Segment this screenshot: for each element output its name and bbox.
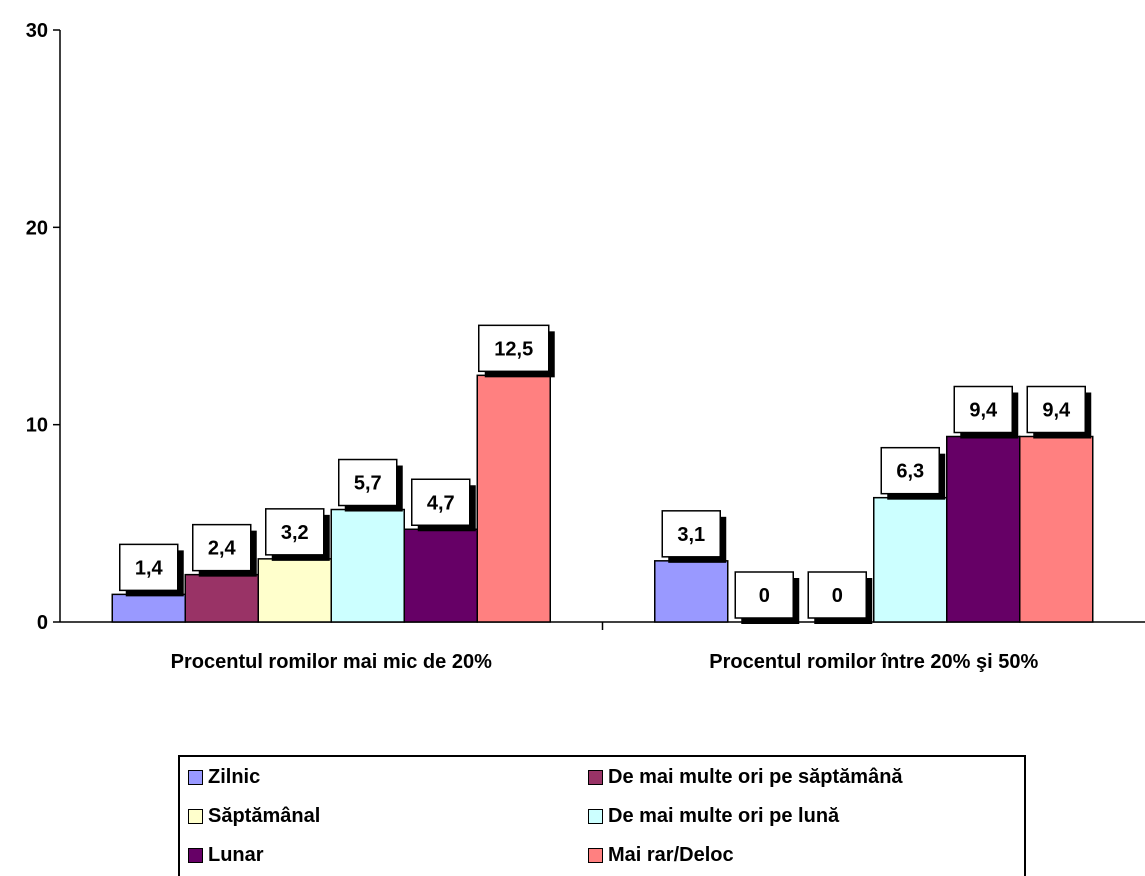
- data-label: 4,7: [411, 478, 476, 532]
- data-label-box: [192, 523, 252, 572]
- legend-swatch: [588, 847, 603, 863]
- data-label: 6,3: [880, 446, 946, 500]
- legend-item: De mai multe ori pe săptămână: [588, 765, 903, 789]
- bar: [330, 508, 405, 623]
- y-tick-label: 0: [37, 612, 48, 634]
- data-label-box: [734, 571, 794, 619]
- data-label-text: 4,7: [427, 492, 455, 514]
- legend-item: Mai rar/Deloc: [588, 843, 734, 867]
- bar: [873, 496, 948, 623]
- bar: [476, 374, 551, 623]
- data-label-box: [478, 324, 550, 373]
- data-label-box: [807, 571, 867, 619]
- data-label-text: 5,7: [354, 473, 382, 495]
- data-label: 9,4: [1026, 385, 1092, 439]
- data-label: 5,7: [338, 458, 403, 512]
- bar: [1019, 435, 1094, 623]
- bar: [946, 435, 1021, 623]
- legend-swatch: [588, 808, 603, 824]
- data-label: 12,5: [478, 324, 555, 378]
- bar: [257, 558, 332, 623]
- data-label-box: [265, 508, 325, 556]
- data-label: 2,4: [192, 523, 257, 577]
- category-labels: Procentul romilor mai mic de 20% Procentu…: [171, 651, 1039, 673]
- bar: [654, 560, 729, 623]
- data-label-box: [411, 478, 471, 527]
- data-label-text: 3,2: [281, 522, 309, 544]
- data-label-text: 0: [759, 585, 770, 607]
- data-label-text: 3,1: [677, 524, 705, 546]
- data-label: 3,2: [265, 508, 330, 561]
- data-label-text: 2,4: [208, 538, 237, 560]
- data-label: 1,4: [119, 543, 184, 597]
- data-label-box: [338, 458, 398, 507]
- data-label-box: [119, 543, 179, 592]
- data-label-box: [661, 510, 721, 558]
- bars: [111, 374, 1094, 623]
- legend-label: Lunar: [208, 843, 264, 866]
- data-label-text: 6,3: [896, 461, 924, 483]
- legend-swatch: [188, 847, 203, 863]
- data-label: 9,4: [953, 385, 1019, 439]
- data-label-box: [1026, 385, 1086, 434]
- legend-label: Zilnic: [208, 765, 261, 788]
- data-label-text: 1,4: [135, 557, 164, 579]
- data-label-text: 0: [832, 585, 843, 607]
- bar-chart: 0 10 20 30 1,4 2,4 3,2 5,7 4,7 12,5 3,1 0 0 6,3 9,4 9,…: [26, 20, 1145, 673]
- legend-swatch: [588, 769, 603, 785]
- data-label: 0: [807, 571, 873, 624]
- data-label-box: [880, 446, 940, 495]
- y-tick-label: 10: [26, 415, 48, 437]
- category-label: Procentul romilor între 20% şi 50%: [709, 651, 1038, 673]
- legend-item: Zilnic: [188, 765, 260, 789]
- legend-item: De mai multe ori pe lună: [588, 804, 839, 828]
- y-tick-label: 30: [26, 20, 48, 42]
- bar: [184, 573, 259, 623]
- legend-label: Mai rar/Deloc: [608, 843, 734, 866]
- legend-item: Săptămânal: [188, 804, 320, 828]
- legend-swatch: [188, 769, 203, 785]
- y-tick-label: 20: [26, 217, 48, 239]
- bar: [111, 593, 186, 623]
- data-label: 3,1: [661, 510, 727, 563]
- legend-swatch: [188, 808, 203, 824]
- data-label-box: [953, 385, 1013, 434]
- data-label-text: 9,4: [1042, 400, 1071, 422]
- legend-label: De mai multe ori pe săptămână: [608, 765, 903, 788]
- category-label: Procentul romilor mai mic de 20%: [171, 651, 492, 673]
- data-label-text: 9,4: [969, 400, 998, 422]
- legend-label: Săptămânal: [208, 804, 321, 827]
- legend-item: Lunar: [188, 843, 264, 867]
- data-label-text: 12,5: [494, 338, 533, 360]
- bar: [403, 528, 478, 623]
- legend-label: De mai multe ori pe lună: [608, 804, 840, 827]
- legend: Zilnic De mai multe ori pe săptămână Săptă…: [178, 755, 1026, 876]
- data-labels: 1,4 2,4 3,2 5,7 4,7 12,5 3,1 0 0 6,3 9,4 9,4: [119, 324, 1092, 624]
- data-label: 0: [734, 571, 800, 624]
